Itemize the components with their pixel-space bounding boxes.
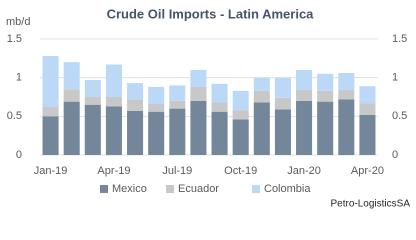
bar-segment xyxy=(211,83,228,103)
bar-segment xyxy=(359,86,376,104)
bar-segment xyxy=(148,86,165,104)
bar-segment xyxy=(42,56,59,108)
bar-segment xyxy=(84,79,101,97)
bar-segment xyxy=(359,114,376,155)
chart: Crude Oil Imports - Latin America mb/d P… xyxy=(6,6,411,210)
bar-segment xyxy=(338,73,355,91)
bar-segment xyxy=(169,85,186,101)
bar-segment xyxy=(296,100,313,155)
bar-segment xyxy=(105,64,122,97)
y2-tick-label: 1 xyxy=(392,72,398,84)
bar-segment xyxy=(296,69,313,91)
legend-swatch xyxy=(100,185,108,193)
bar-segment xyxy=(338,99,355,155)
y-tick-label: 0 xyxy=(16,149,22,161)
bar-segment xyxy=(274,77,291,98)
bar-segment xyxy=(63,89,80,102)
bar-segment xyxy=(84,104,101,155)
x-tick-label: Jan-19 xyxy=(34,165,68,177)
bar-segment xyxy=(63,101,80,155)
bar-segment xyxy=(105,97,122,107)
bar-segment xyxy=(169,108,186,155)
y2-tick-label: 0 xyxy=(392,149,398,161)
y2-tick-label: 1.5 xyxy=(392,33,407,45)
bar-segment xyxy=(190,86,207,101)
source: Petro-LogisticsSA xyxy=(331,199,411,210)
bar-segment xyxy=(232,90,249,111)
bar-segment xyxy=(105,106,122,155)
y-tick-label: 1 xyxy=(16,72,22,84)
y-tick-label: 0.5 xyxy=(7,110,22,122)
bar-segment xyxy=(317,73,334,91)
bar-segment xyxy=(42,116,59,155)
y-axis-label: mb/d xyxy=(6,16,30,28)
x-tick-label: Jul-19 xyxy=(162,165,192,177)
bar-segment xyxy=(190,100,207,155)
bar-segment xyxy=(359,103,376,115)
legend-swatch xyxy=(252,185,260,193)
legend-label: Mexico xyxy=(112,183,147,195)
bar-segment xyxy=(253,102,270,155)
y-tick-label: 1.5 xyxy=(7,33,22,45)
bar-segment xyxy=(232,110,249,120)
bar-segment xyxy=(274,109,291,155)
x-tick-label: Jan-20 xyxy=(287,165,321,177)
bar-segment xyxy=(338,90,355,100)
bar-segment xyxy=(317,101,334,155)
legend-label: Ecuador xyxy=(178,183,219,195)
y2-tick-label: 0.5 xyxy=(392,110,407,122)
bar-segment xyxy=(148,111,165,155)
bar-segment xyxy=(317,90,334,102)
x-tick-label: Oct-19 xyxy=(224,165,257,177)
x-tick-label: Apr-20 xyxy=(351,165,384,177)
bar-segment xyxy=(127,110,144,155)
chart-title: Crude Oil Imports - Latin America xyxy=(107,6,315,21)
bar-segment xyxy=(169,100,186,109)
bar-segment xyxy=(296,90,313,101)
bar-segment xyxy=(232,119,249,155)
bar-segment xyxy=(253,77,270,91)
legend-label: Colombia xyxy=(264,183,311,195)
x-tick-label: Apr-19 xyxy=(97,165,130,177)
bar-segment xyxy=(148,103,165,112)
bar-segment xyxy=(127,99,144,111)
legend-swatch xyxy=(166,185,174,193)
bar-segment xyxy=(211,111,228,155)
bar-segment xyxy=(274,97,291,110)
bar-segment xyxy=(190,69,207,87)
bar-segment xyxy=(211,102,228,112)
bar-segment xyxy=(127,83,144,100)
bar-segment xyxy=(253,90,270,103)
bar-segment xyxy=(84,97,101,105)
bar-segment xyxy=(42,107,59,117)
bar-segment xyxy=(63,62,80,90)
